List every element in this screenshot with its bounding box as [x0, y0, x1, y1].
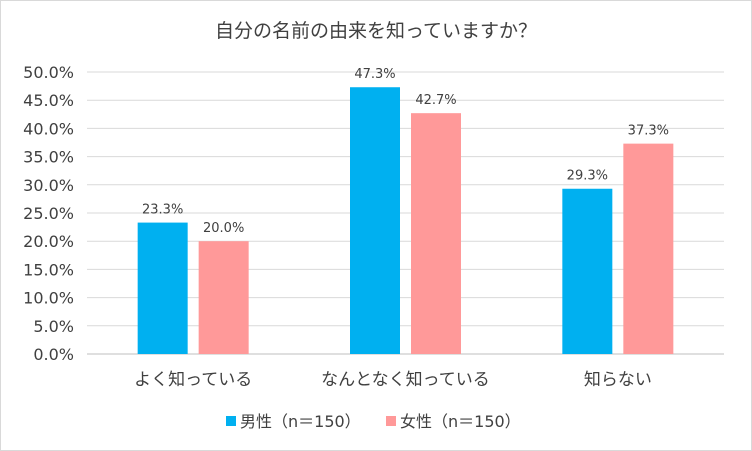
gridlines — [87, 71, 724, 355]
data-label: 20.0% — [203, 221, 244, 236]
y-tick-label: 25.0% — [23, 204, 74, 223]
bar-female-1 — [411, 113, 461, 354]
x-tick-label: なんとなく知っている — [321, 370, 490, 390]
legend-swatch-male — [226, 416, 236, 426]
y-tick-label: 5.0% — [33, 317, 74, 336]
data-label: 23.3% — [142, 203, 183, 218]
bar-male-0 — [137, 222, 188, 354]
bar-female-0 — [198, 241, 249, 354]
x-tick-label: 知らない — [584, 370, 652, 390]
y-tick-label: 0.0% — [33, 345, 74, 364]
x-tick-label: よく知っている — [134, 370, 252, 390]
y-tick-label: 45.0% — [23, 91, 74, 110]
y-tick-label: 20.0% — [23, 232, 74, 251]
y-tick-label: 35.0% — [23, 148, 74, 167]
data-label: 42.7% — [415, 93, 456, 108]
bar-male-2 — [562, 188, 613, 354]
bar-female-2 — [623, 143, 674, 354]
legend-label-female: 女性（n＝150） — [400, 412, 521, 431]
y-tick-label: 30.0% — [23, 176, 74, 195]
y-axis: 0.0% 5.0% 10.0% 15.0% 20.0% 25.0% 30.0% 35.0% 40… — [23, 63, 74, 364]
y-tick-label: 50.0% — [23, 63, 74, 82]
bar-male-1 — [350, 87, 400, 354]
y-tick-label: 10.0% — [23, 289, 74, 308]
bars — [137, 87, 674, 354]
x-axis: よく知っている なんとなく知っている 知らない — [134, 370, 652, 390]
data-label: 47.3% — [354, 67, 395, 82]
legend-swatch-female — [386, 416, 396, 426]
y-tick-label: 15.0% — [23, 260, 74, 279]
legend-label-male: 男性（n＝150） — [240, 412, 361, 431]
y-tick-label: 40.0% — [23, 119, 74, 138]
data-labels: 23.3% 20.0% 47.3% 42.7% 29.3% 37.3% — [142, 67, 669, 236]
data-label: 29.3% — [567, 169, 608, 184]
legend: 男性（n＝150） 女性（n＝150） — [226, 412, 521, 431]
chart-title: 自分の名前の由来を知っていますか？ — [215, 20, 537, 42]
data-label: 37.3% — [628, 124, 669, 139]
